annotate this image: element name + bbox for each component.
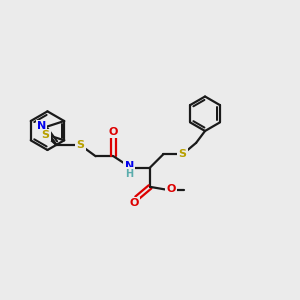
Text: S: S <box>179 149 187 159</box>
Text: N: N <box>124 161 134 171</box>
Text: O: O <box>167 184 176 194</box>
Text: O: O <box>109 127 118 136</box>
Text: S: S <box>76 140 84 150</box>
Text: O: O <box>129 198 138 208</box>
Text: H: H <box>125 169 133 179</box>
Text: N: N <box>37 122 46 131</box>
Text: S: S <box>42 130 50 140</box>
